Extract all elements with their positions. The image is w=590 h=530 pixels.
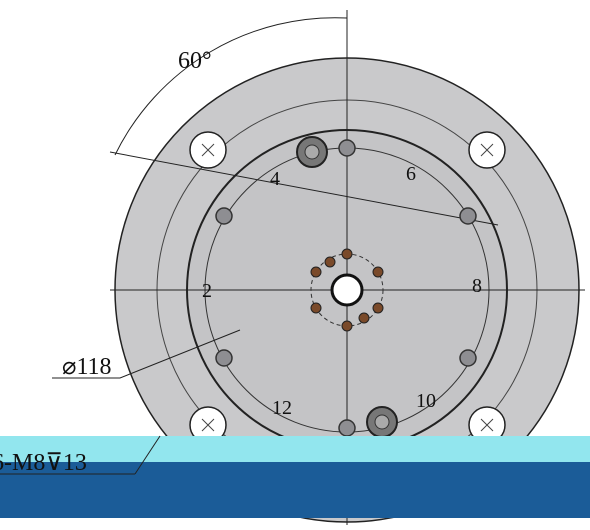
bolt-holes — [215, 139, 477, 437]
hole-number: 2 — [202, 280, 212, 302]
center-bore — [330, 273, 364, 307]
thread-label: 6-M8⊽13 — [0, 450, 87, 476]
diameter-leader — [52, 329, 241, 379]
corner-crosses — [201, 143, 494, 432]
hole-number: 8 — [472, 275, 482, 297]
angle-leader — [109, 151, 499, 226]
hole-number: 10 — [416, 390, 436, 412]
hole-number: 6 — [406, 163, 416, 185]
diameter-label: ⌀118 — [62, 354, 112, 380]
hole-number: 12 — [272, 397, 292, 419]
cyan-band — [0, 436, 590, 462]
thread-leader — [134, 435, 161, 475]
hole-number: 4 — [270, 168, 280, 190]
angle-arc — [114, 17, 348, 156]
angle-label: 60° — [178, 48, 212, 74]
screws — [296, 136, 398, 438]
blue-band — [0, 462, 590, 518]
center-holes — [310, 248, 384, 332]
